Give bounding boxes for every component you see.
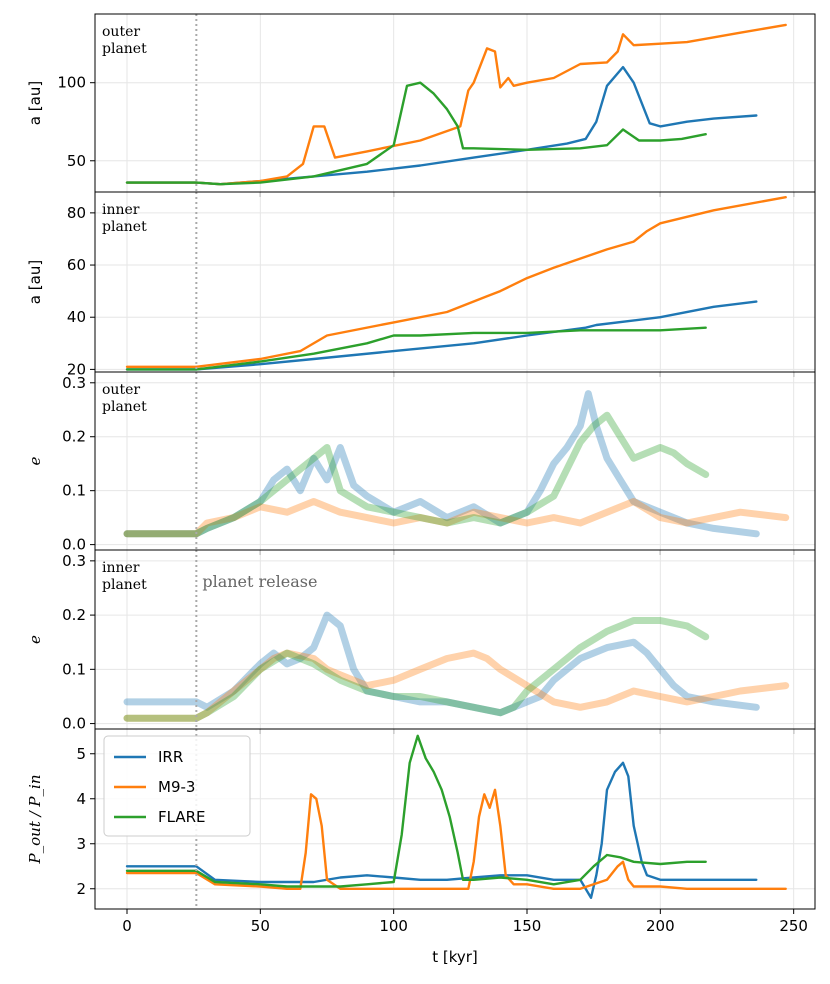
y-tick-label: 60 bbox=[67, 256, 86, 274]
y-axis-label: a [au] bbox=[26, 260, 44, 304]
panel-note: planet bbox=[102, 41, 147, 57]
series-M9-3 bbox=[125, 788, 787, 890]
y-tick-label: 0.3 bbox=[62, 374, 86, 392]
series-M9-3 bbox=[123, 649, 790, 722]
series-IRR bbox=[123, 390, 760, 538]
panel-note: outer bbox=[102, 24, 140, 40]
series-IRR bbox=[125, 300, 758, 371]
x-tick-label: 0 bbox=[122, 917, 132, 935]
series-FLARE bbox=[125, 734, 707, 888]
panel-frame bbox=[94, 728, 816, 910]
series-M9-3 bbox=[125, 23, 787, 186]
x-tick-label: 100 bbox=[379, 917, 408, 935]
panel-note: planet bbox=[102, 399, 147, 415]
series-FLARE bbox=[125, 326, 707, 371]
y-tick-label: 50 bbox=[67, 152, 86, 170]
series-FLARE bbox=[123, 617, 710, 722]
x-tick-label: 150 bbox=[513, 917, 542, 935]
y-tick-label: 40 bbox=[67, 308, 86, 326]
series-FLARE bbox=[123, 411, 710, 538]
y-tick-label: 0.2 bbox=[62, 428, 86, 446]
y-tick-label: 0.2 bbox=[62, 606, 86, 624]
legend-label: IRR bbox=[158, 748, 183, 766]
y-axis-label: e bbox=[26, 635, 44, 644]
x-tick-label: 250 bbox=[779, 917, 808, 935]
y-tick-label: 4 bbox=[76, 790, 86, 808]
series-M9-3 bbox=[125, 195, 787, 368]
y-tick-label: 100 bbox=[57, 74, 86, 92]
panel-note: inner bbox=[102, 202, 140, 218]
y-tick-label: 0.0 bbox=[62, 715, 86, 733]
y-tick-label: 80 bbox=[67, 204, 86, 222]
series-FLARE bbox=[125, 81, 707, 186]
series-IRR bbox=[125, 65, 758, 186]
release-label: planet release bbox=[202, 572, 317, 591]
legend-box bbox=[103, 735, 251, 837]
panel-frame bbox=[94, 13, 816, 193]
panel-note: outer bbox=[102, 382, 140, 398]
y-tick-label: 0.1 bbox=[62, 482, 86, 500]
y-tick-label: 2 bbox=[76, 880, 86, 898]
legend-label: M9-3 bbox=[158, 778, 195, 796]
y-tick-label: 0.0 bbox=[62, 536, 86, 554]
y-tick-label: 20 bbox=[67, 360, 86, 378]
y-axis-label: e bbox=[26, 456, 44, 465]
panel-note: inner bbox=[102, 560, 140, 576]
y-tick-label: 0.1 bbox=[62, 660, 86, 678]
y-tick-label: 0.3 bbox=[62, 552, 86, 570]
y-axis-label: P_out / P_in bbox=[26, 775, 44, 865]
series-M9-3 bbox=[123, 498, 790, 538]
x-tick-label: 50 bbox=[251, 917, 270, 935]
x-tick-label: 200 bbox=[646, 917, 675, 935]
legend-label: FLARE bbox=[158, 808, 206, 826]
series-IRR bbox=[125, 761, 758, 899]
y-axis-label: a [au] bbox=[26, 81, 44, 125]
series-IRR bbox=[123, 611, 760, 717]
panel-note: planet bbox=[102, 219, 147, 235]
panel-note: planet bbox=[102, 577, 147, 593]
y-tick-label: 5 bbox=[76, 745, 86, 763]
x-axis-label: t [kyr] bbox=[432, 948, 478, 966]
y-tick-label: 3 bbox=[76, 835, 86, 853]
